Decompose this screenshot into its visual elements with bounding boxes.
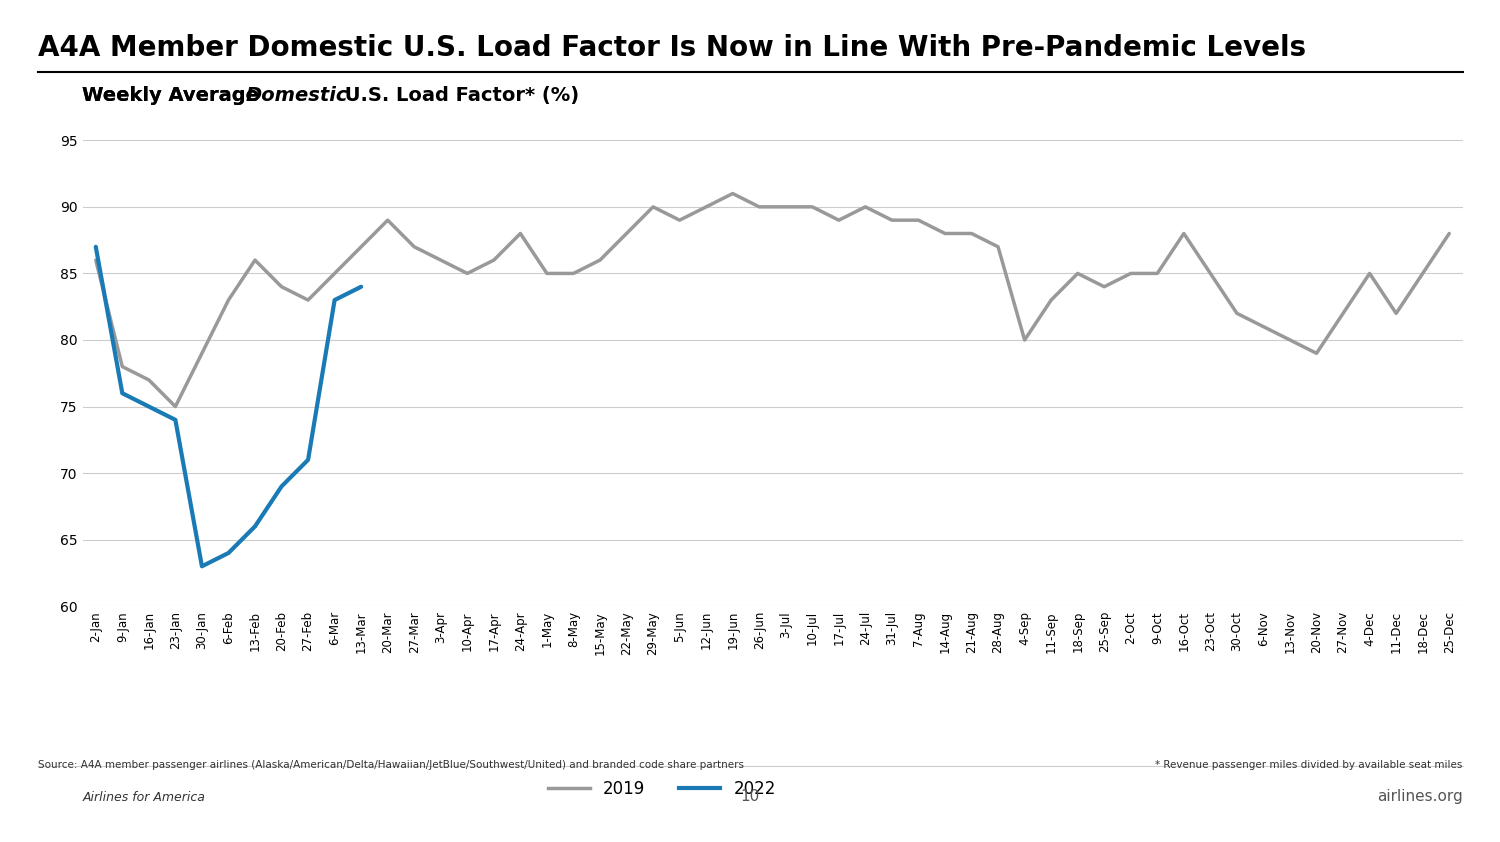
Text: A4A Member Domestic U.S. Load Factor Is Now in Line With Pre-Pandemic Levels: A4A Member Domestic U.S. Load Factor Is … [38, 34, 1305, 61]
Text: airlines.org: airlines.org [1377, 789, 1462, 804]
Text: Weekly Average: Weekly Average [82, 86, 267, 105]
Text: 10: 10 [741, 789, 759, 804]
Text: U.S. Load Factor* (%): U.S. Load Factor* (%) [339, 86, 579, 105]
Text: Source: A4A member passenger airlines (Alaska/American/Delta/Hawaiian/JetBlue/So: Source: A4A member passenger airlines (A… [38, 760, 744, 770]
Text: * Revenue passenger miles divided by available seat miles: * Revenue passenger miles divided by ava… [1155, 760, 1462, 770]
Text: Airlines for America: Airlines for America [82, 791, 206, 804]
Text: Weekly Average: Weekly Average [82, 86, 267, 105]
Text: Domestic: Domestic [246, 86, 348, 105]
Legend: 2019, 2022: 2019, 2022 [542, 774, 783, 805]
